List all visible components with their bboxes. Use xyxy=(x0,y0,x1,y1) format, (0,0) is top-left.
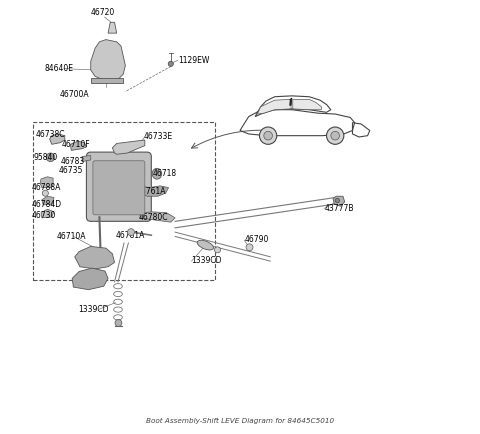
Circle shape xyxy=(128,229,134,236)
Polygon shape xyxy=(112,140,145,154)
Text: 46733E: 46733E xyxy=(144,132,173,141)
Circle shape xyxy=(46,153,55,161)
Text: 95761A: 95761A xyxy=(136,187,166,196)
Text: 46710F: 46710F xyxy=(62,140,90,149)
Text: 1339CD: 1339CD xyxy=(78,305,108,314)
Circle shape xyxy=(335,198,339,203)
Ellipse shape xyxy=(152,168,162,179)
Text: 43777B: 43777B xyxy=(324,204,354,213)
Text: 46735: 46735 xyxy=(58,166,83,175)
Circle shape xyxy=(215,247,220,253)
Text: 46738C: 46738C xyxy=(36,130,65,139)
Text: 95840: 95840 xyxy=(33,153,58,162)
Polygon shape xyxy=(293,99,321,110)
Circle shape xyxy=(115,319,122,326)
Text: 46781A: 46781A xyxy=(115,230,145,240)
Text: 46784D: 46784D xyxy=(32,200,61,208)
Polygon shape xyxy=(75,247,115,269)
Polygon shape xyxy=(71,141,86,150)
Polygon shape xyxy=(91,39,125,81)
Text: 46730: 46730 xyxy=(32,211,56,220)
Polygon shape xyxy=(140,186,168,196)
Text: 46700A: 46700A xyxy=(60,90,90,99)
Polygon shape xyxy=(40,177,53,187)
Ellipse shape xyxy=(197,240,214,250)
Bar xyxy=(91,78,123,83)
Circle shape xyxy=(260,127,277,145)
Text: 46710A: 46710A xyxy=(57,232,86,241)
Circle shape xyxy=(264,132,273,140)
Circle shape xyxy=(326,127,344,145)
Text: 46783: 46783 xyxy=(60,157,84,166)
Polygon shape xyxy=(82,155,91,161)
Text: 1339CD: 1339CD xyxy=(192,256,222,265)
Polygon shape xyxy=(140,212,175,222)
Text: 1129EW: 1129EW xyxy=(179,56,210,65)
Circle shape xyxy=(246,244,253,251)
Text: Boot Assembly-Shift LEVE Diagram for 84645C5010: Boot Assembly-Shift LEVE Diagram for 846… xyxy=(146,418,334,424)
FancyBboxPatch shape xyxy=(93,161,145,215)
FancyBboxPatch shape xyxy=(86,152,151,221)
Text: 84640E: 84640E xyxy=(45,64,73,73)
Text: 46790: 46790 xyxy=(244,235,269,244)
Text: 46788A: 46788A xyxy=(32,183,61,192)
Circle shape xyxy=(168,61,173,66)
Text: 46718: 46718 xyxy=(153,169,177,178)
Polygon shape xyxy=(290,98,292,105)
Polygon shape xyxy=(72,268,108,289)
Polygon shape xyxy=(333,196,345,206)
Bar xyxy=(33,122,215,280)
Polygon shape xyxy=(49,134,65,145)
Polygon shape xyxy=(42,196,54,205)
Polygon shape xyxy=(257,99,291,114)
Text: 46780C: 46780C xyxy=(138,213,168,221)
Circle shape xyxy=(331,132,339,140)
Text: 46720: 46720 xyxy=(91,8,115,16)
Polygon shape xyxy=(41,209,54,218)
Circle shape xyxy=(42,190,48,196)
Polygon shape xyxy=(108,22,117,33)
